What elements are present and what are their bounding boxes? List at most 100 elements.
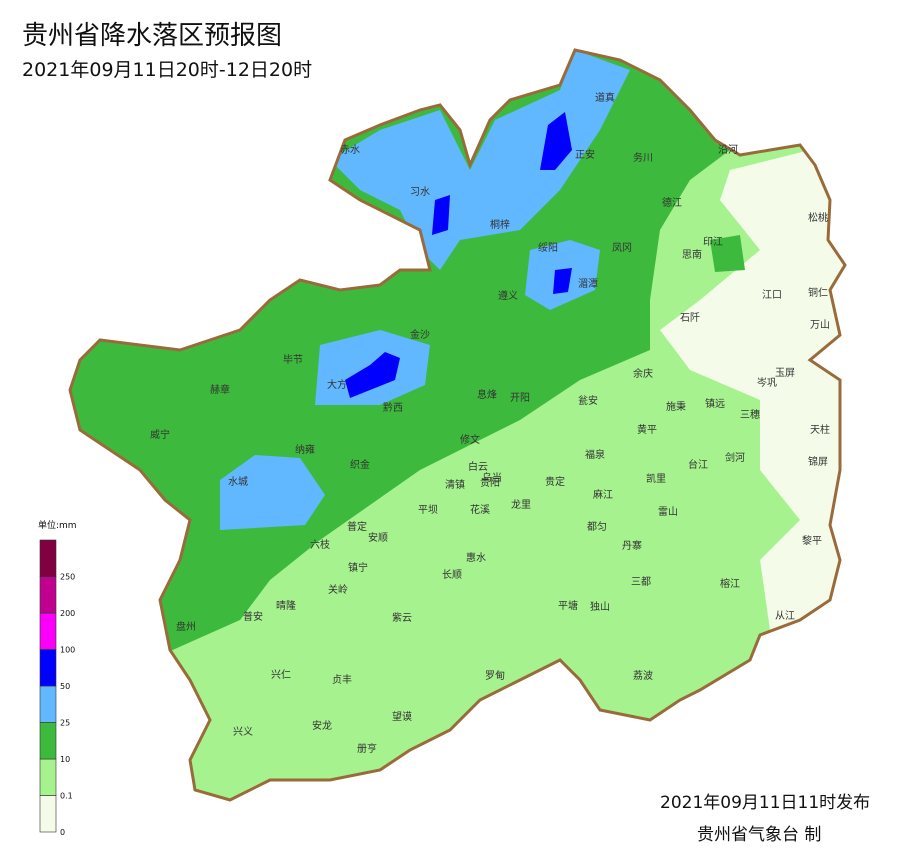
area-heavy [330, 50, 630, 270]
place-label: 大方 [327, 378, 347, 391]
place-label: 黄平 [637, 423, 657, 436]
place-label: 道真 [595, 91, 615, 104]
place-label: 务川 [633, 151, 653, 164]
legend-swatch [39, 539, 57, 577]
place-label: 印江 [703, 236, 723, 248]
place-label: 普安 [243, 610, 263, 623]
area-rainstorm [345, 352, 400, 398]
place-label: 息烽 [477, 388, 497, 401]
place-label: 思南 [682, 248, 702, 261]
place-label: 锦屏 [808, 455, 828, 468]
place-label: 玉屏 [775, 367, 795, 379]
place-label: 长顺 [442, 569, 462, 581]
place-label: 万山 [810, 319, 830, 331]
place-label: 罗甸 [485, 669, 505, 682]
place-label: 贵阳 [480, 476, 500, 489]
place-label: 册亨 [357, 742, 377, 755]
place-label: 台江 [688, 458, 708, 471]
legend-unit: 单位:mm [38, 519, 77, 531]
legend-tick: 100 [60, 646, 75, 655]
place-label: 织金 [350, 458, 370, 471]
place-label: 荔波 [633, 669, 653, 682]
place-label: 沿河 [718, 144, 738, 156]
legend-swatch [39, 795, 57, 833]
place-label: 镇宁 [348, 561, 368, 574]
legend-swatch [39, 612, 57, 650]
area-rainstorm [540, 112, 572, 170]
place-label: 江口 [762, 289, 782, 301]
place-label: 惠水 [466, 551, 486, 564]
place-label: 关岭 [328, 583, 348, 596]
place-label: 松桃 [808, 211, 828, 224]
place-label: 平塘 [558, 599, 578, 612]
place-label: 剑河 [725, 451, 745, 464]
place-label: 水城 [228, 476, 248, 488]
place-label: 威宁 [150, 428, 170, 441]
legend-tick: 25 [60, 719, 70, 728]
issue-time: 2021年09月11日11时发布 [660, 793, 870, 813]
place-label: 赫章 [210, 383, 230, 396]
place-label: 三穗 [740, 408, 760, 421]
place-label: 麻江 [593, 488, 613, 501]
place-label: 龙里 [511, 498, 531, 511]
area-rainstorm [432, 195, 450, 235]
place-label: 赤水 [340, 144, 360, 156]
place-label: 榕江 [720, 577, 740, 590]
place-label: 毕节 [283, 353, 303, 366]
area-rainstorm [553, 268, 572, 294]
place-label: 平坝 [418, 504, 438, 516]
place-label: 丹寨 [622, 539, 642, 552]
legend-swatch [39, 576, 57, 614]
place-label: 湄潭 [578, 278, 598, 290]
place-label: 花溪 [470, 503, 490, 516]
place-label: 乌当 [482, 471, 502, 484]
place-label: 凯里 [646, 472, 666, 485]
area-moderate [710, 235, 745, 272]
place-label: 瓮安 [578, 394, 598, 407]
map-subtitle: 2021年09月11日20时-12日20时 [22, 59, 312, 81]
place-label: 正安 [575, 148, 595, 161]
place-label: 石阡 [680, 312, 700, 324]
place-label: 铜仁 [808, 287, 828, 299]
place-label: 望谟 [392, 710, 412, 723]
place-label: 金沙 [410, 328, 430, 341]
place-label: 白云 [468, 460, 488, 473]
place-label: 纳雍 [295, 443, 315, 456]
place-label: 安顺 [368, 531, 388, 544]
legend-swatch [39, 649, 57, 687]
legend-tick: 250 [60, 573, 75, 582]
place-label: 贵定 [545, 475, 565, 488]
place-label: 遵义 [498, 289, 518, 302]
agency: 贵州省气象台 制 [697, 825, 821, 845]
place-label: 镇远 [705, 397, 725, 410]
place-label: 绥阳 [538, 242, 558, 254]
place-label: 兴仁 [271, 669, 291, 681]
map-title: 贵州省降水落区预报图 [22, 21, 282, 51]
place-label: 紫云 [392, 612, 412, 624]
place-label: 修文 [460, 433, 480, 446]
place-label: 黎平 [802, 534, 822, 547]
place-label: 独山 [590, 600, 610, 613]
place-label: 三都 [631, 576, 651, 588]
place-label: 贞丰 [332, 673, 352, 686]
place-label: 余庆 [633, 367, 653, 380]
place-label: 安龙 [312, 719, 332, 732]
area-trace [660, 140, 845, 630]
place-label: 普定 [347, 520, 367, 533]
place-label: 开阳 [510, 392, 530, 404]
place-label: 兴义 [233, 726, 253, 738]
legend-swatch [39, 685, 57, 723]
place-label: 从江 [775, 610, 795, 622]
place-label: 德江 [662, 196, 682, 209]
place-label: 清镇 [445, 478, 465, 491]
place-label: 福泉 [585, 448, 605, 461]
place-label: 天柱 [810, 423, 830, 436]
place-label: 盘州 [176, 620, 196, 633]
area-heavy [220, 455, 325, 530]
legend-tick: 0.1 [60, 792, 73, 801]
legend-swatch [39, 758, 57, 796]
legend-tick: 50 [60, 682, 70, 691]
place-label: 黔西 [383, 401, 403, 414]
